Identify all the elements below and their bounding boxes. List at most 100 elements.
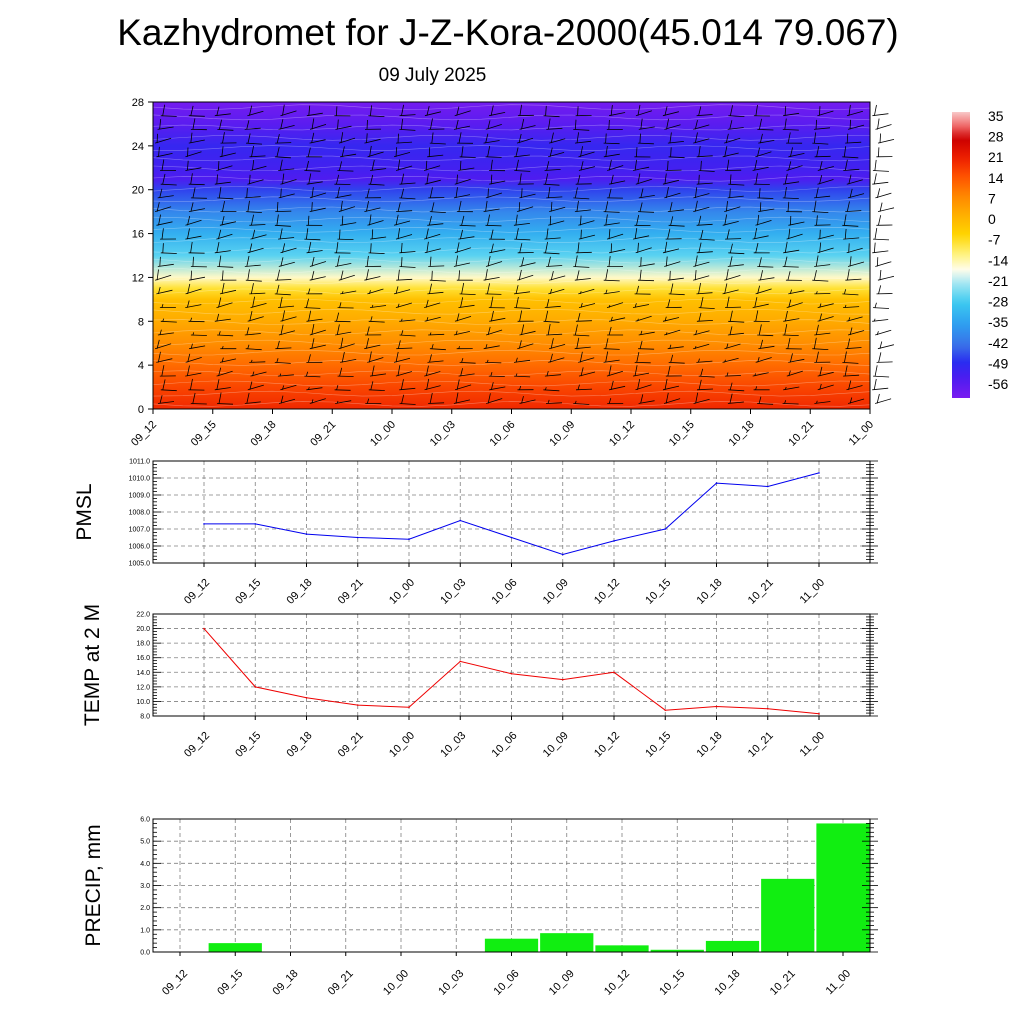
wind-barb-flag: [729, 393, 733, 404]
wind-barb-flag: [249, 243, 253, 253]
wind-barb-flag: [218, 255, 222, 267]
wind-barb-flag: [670, 354, 674, 363]
wind-barb: [875, 124, 892, 130]
wind-barb: [277, 374, 294, 377]
wind-barb: [370, 168, 387, 171]
wind-barb: [842, 362, 859, 364]
wind-barb-flag: [459, 160, 462, 171]
wind-barb: [663, 398, 681, 404]
wind-barb-flag: [726, 269, 729, 281]
wind-barb: [514, 307, 531, 309]
colorbar-label: -21: [988, 273, 1008, 289]
wind-barb: [245, 211, 262, 213]
wind-barb: [786, 302, 803, 308]
wind-barb: [338, 206, 356, 212]
x-tick-label: 09_15: [189, 419, 219, 449]
wind-barb-flag: [190, 378, 193, 390]
wind-barb: [156, 153, 173, 158]
wind-barb: [340, 222, 357, 226]
wind-barb: [548, 220, 565, 226]
wind-barb-flag: [755, 386, 758, 390]
x-tick-label: 11_00: [798, 577, 828, 607]
wind-barb: [638, 331, 655, 336]
wind-barb: [696, 292, 713, 295]
wind-barb-flag: [724, 359, 726, 363]
x-tick-label: 10_15: [657, 968, 687, 998]
wind-barb-flag: [216, 313, 220, 322]
wind-barb: [786, 370, 803, 377]
colorbar-label: -49: [988, 355, 1008, 371]
wind-barb: [543, 115, 560, 118]
wind-barb-flag: [280, 119, 284, 130]
wind-barb: [454, 110, 471, 117]
wind-barb-flag: [461, 357, 464, 363]
wind-barb: [544, 374, 561, 377]
wind-barb-flag: [758, 257, 762, 267]
contour-line: [152, 216, 871, 223]
wind-barb: [757, 197, 774, 199]
wind-barb-flag: [280, 188, 282, 198]
wind-barb-flag: [192, 256, 194, 267]
wind-barb: [758, 140, 775, 144]
wind-barb-flag: [605, 133, 607, 144]
wind-barb: [338, 274, 355, 281]
wind-barb: [274, 224, 291, 227]
wind-barb-flag: [395, 147, 398, 157]
wind-barb-flag: [425, 299, 429, 308]
wind-barb: [309, 139, 326, 144]
wind-barb: [696, 251, 713, 254]
wind-barb-flag: [218, 161, 220, 171]
wind-barb-flag: [521, 395, 524, 404]
wind-barb: [489, 317, 506, 322]
wind-barb-flag: [637, 379, 641, 390]
x-tick-label: 10_12: [607, 419, 637, 449]
wind-barb: [578, 357, 595, 363]
wind-barb-flag: [251, 145, 254, 157]
wind-barb-flag: [754, 159, 758, 171]
contour-line: [152, 349, 871, 356]
x-tick-label: 10_12: [602, 968, 632, 998]
wind-barb-flag: [222, 270, 224, 281]
wind-barb-flag: [545, 105, 547, 116]
wind-barb: [578, 303, 596, 308]
wind-barb-flag: [456, 242, 460, 253]
wind-barb-flag: [843, 146, 847, 157]
wind-barb-flag: [282, 310, 285, 322]
wind-barb-flag: [366, 133, 368, 144]
wind-barb: [782, 197, 799, 199]
wind-barb: [160, 115, 177, 117]
wind-barb: [842, 156, 859, 159]
wind-barb: [724, 375, 741, 377]
wind-barb: [399, 334, 416, 337]
wind-barb: [188, 183, 205, 186]
wind-barb: [368, 252, 385, 254]
wind-barb: [668, 293, 685, 296]
wind-barb: [278, 237, 295, 240]
wind-barb: [667, 277, 684, 281]
wind-barb-flag: [311, 187, 314, 198]
x-tick-label: 10_18: [695, 730, 725, 760]
wind-barb: [877, 207, 895, 212]
x-tick-label: 10_18: [727, 419, 757, 449]
wind-barb: [546, 196, 563, 199]
wind-barb-flag: [221, 345, 224, 349]
wind-barb-flag: [549, 353, 553, 363]
wind-barb-flag: [664, 241, 668, 253]
wind-barb: [573, 197, 590, 200]
wind-barb: [424, 111, 441, 117]
wind-barb: [275, 210, 292, 212]
wind-barb-flag: [848, 317, 851, 322]
wind-barb-flag: [455, 119, 459, 130]
x-tick-label: 10_00: [387, 730, 417, 760]
wind-barb-flag: [666, 187, 669, 198]
wind-barb-flag: [162, 318, 165, 322]
wind-barb-flag: [574, 119, 577, 130]
wind-barb-flag: [636, 214, 640, 226]
wind-barb: [603, 211, 620, 213]
wind-barb: [845, 141, 862, 144]
wind-barb-flag: [610, 243, 612, 253]
y-tick-label: 1009.0: [129, 493, 151, 500]
wind-barb: [185, 357, 202, 363]
wind-barb-flag: [337, 119, 339, 130]
wind-barb-flag: [550, 132, 554, 144]
